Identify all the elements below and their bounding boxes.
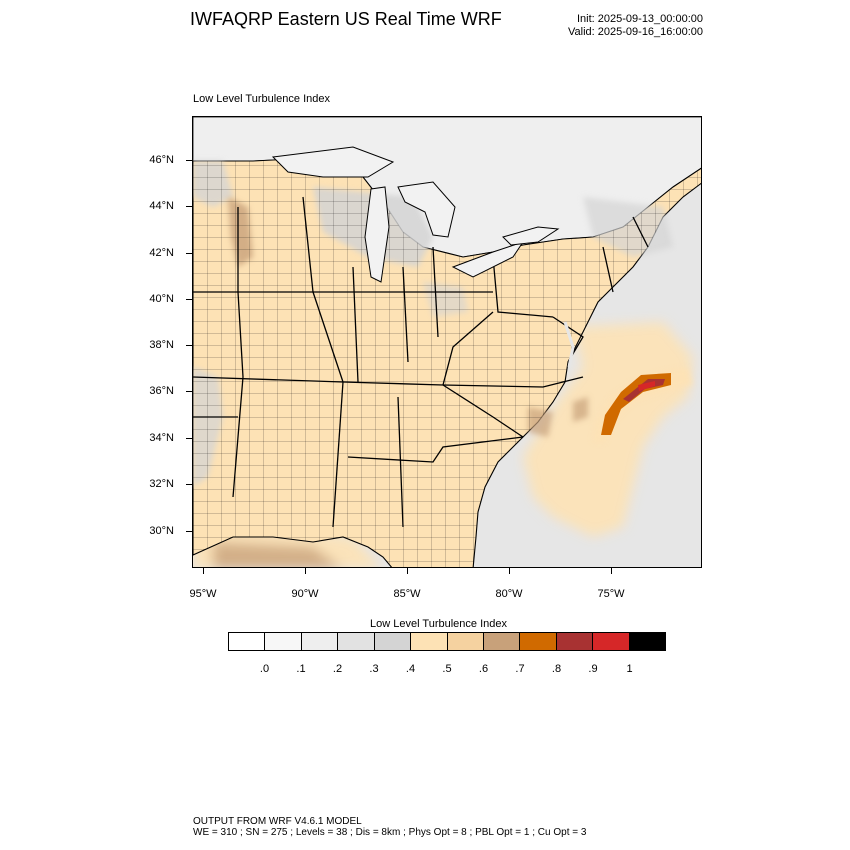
lat-tick (186, 299, 192, 300)
lon-tick (509, 568, 510, 574)
lon-label-95: 95°W (189, 588, 217, 600)
init-time: Init: 2025-09-13_00:00:00 (577, 13, 703, 25)
lon-tick (305, 568, 306, 574)
valid-time: Valid: 2025-09-16_16:00:00 (568, 26, 703, 38)
panel-title: Low Level Turbulence Index (193, 93, 330, 105)
colorbar-label-1: .1 (296, 663, 306, 675)
lon-label-85: 85°W (393, 588, 421, 600)
lat-label-42: 42°N (149, 247, 174, 259)
lat-label-30: 30°N (149, 525, 174, 537)
colorbar-swatch-8 (520, 633, 557, 650)
lake-erie (451, 241, 525, 278)
init-valid-times: Init: 2025-09-13_00:00:00 Valid: 2025-09… (568, 13, 703, 39)
lon-tick (611, 568, 612, 574)
lat-tick (186, 391, 192, 392)
map-panel (192, 116, 702, 568)
lon-label-80: 80°W (495, 588, 523, 600)
colorbar-label-8: .8 (551, 663, 562, 675)
colorbar-swatch-4 (374, 633, 412, 650)
colorbar-label-5: .5 (442, 663, 452, 675)
lat-label-40: 40°N (149, 293, 174, 305)
lat-tick (186, 253, 192, 254)
colorbar-title: Low Level Turbulence Index (370, 618, 507, 630)
colorbar-label-2: .2 (332, 663, 343, 675)
colorbar-swatch-10 (593, 633, 630, 650)
colorbar (228, 632, 666, 651)
lat-label-34: 34°N (149, 432, 174, 444)
colorbar-label-4: .4 (405, 663, 416, 675)
lon-label-90: 90°W (291, 588, 319, 600)
colorbar-swatch-3 (338, 633, 375, 650)
colorbar-swatch-5 (411, 633, 448, 650)
lake-michigan (364, 186, 390, 283)
turbulence-map (193, 117, 701, 567)
colorbar-label-0: .0 (259, 663, 270, 675)
colorbar-label-6: .6 (478, 663, 489, 675)
lat-tick (186, 206, 192, 207)
colorbar-swatch-11 (629, 633, 666, 650)
lat-label-32: 32°N (149, 478, 174, 490)
lat-label-36: 36°N (149, 385, 174, 397)
colorbar-label-7: .7 (515, 663, 525, 675)
colorbar-swatch-1 (265, 633, 302, 650)
lat-label-46: 46°N (149, 154, 174, 166)
lon-tick (203, 568, 204, 574)
colorbar-swatch-2 (301, 633, 339, 650)
model-info-footer: OUTPUT FROM WRF V4.6.1 MODEL WE = 310 ; … (193, 816, 586, 838)
lake-ontario (502, 226, 560, 246)
lat-tick (186, 484, 192, 485)
model-version: OUTPUT FROM WRF V4.6.1 MODEL (193, 816, 362, 827)
chesapeake-bay (563, 321, 575, 368)
lon-tick (407, 568, 408, 574)
lat-tick (186, 438, 192, 439)
lat-label-38: 38°N (149, 339, 174, 351)
state-boundaries (193, 196, 649, 528)
lat-label-44: 44°N (149, 200, 174, 212)
colorbar-swatch-0 (229, 633, 266, 650)
colorbar-swatch-6 (447, 633, 484, 650)
lat-tick (186, 345, 192, 346)
colorbar-label-3: .3 (369, 663, 379, 675)
colorbar-swatch-7 (483, 633, 521, 650)
lat-tick (186, 531, 192, 532)
model-config: WE = 310 ; SN = 275 ; Levels = 38 ; Dis … (193, 827, 587, 838)
offshore-hotspot (593, 367, 693, 442)
colorbar-label-10: 1 (626, 663, 633, 675)
lake-superior (271, 146, 395, 178)
colorbar-label-9: .9 (588, 663, 598, 675)
great-lakes (271, 146, 560, 283)
lat-tick (186, 160, 192, 161)
lake-huron (397, 181, 456, 238)
colorbar-swatch-9 (556, 633, 594, 650)
lon-label-75: 75°W (597, 588, 625, 600)
figure-title: IWFAQRP Eastern US Real Time WRF (190, 9, 502, 29)
